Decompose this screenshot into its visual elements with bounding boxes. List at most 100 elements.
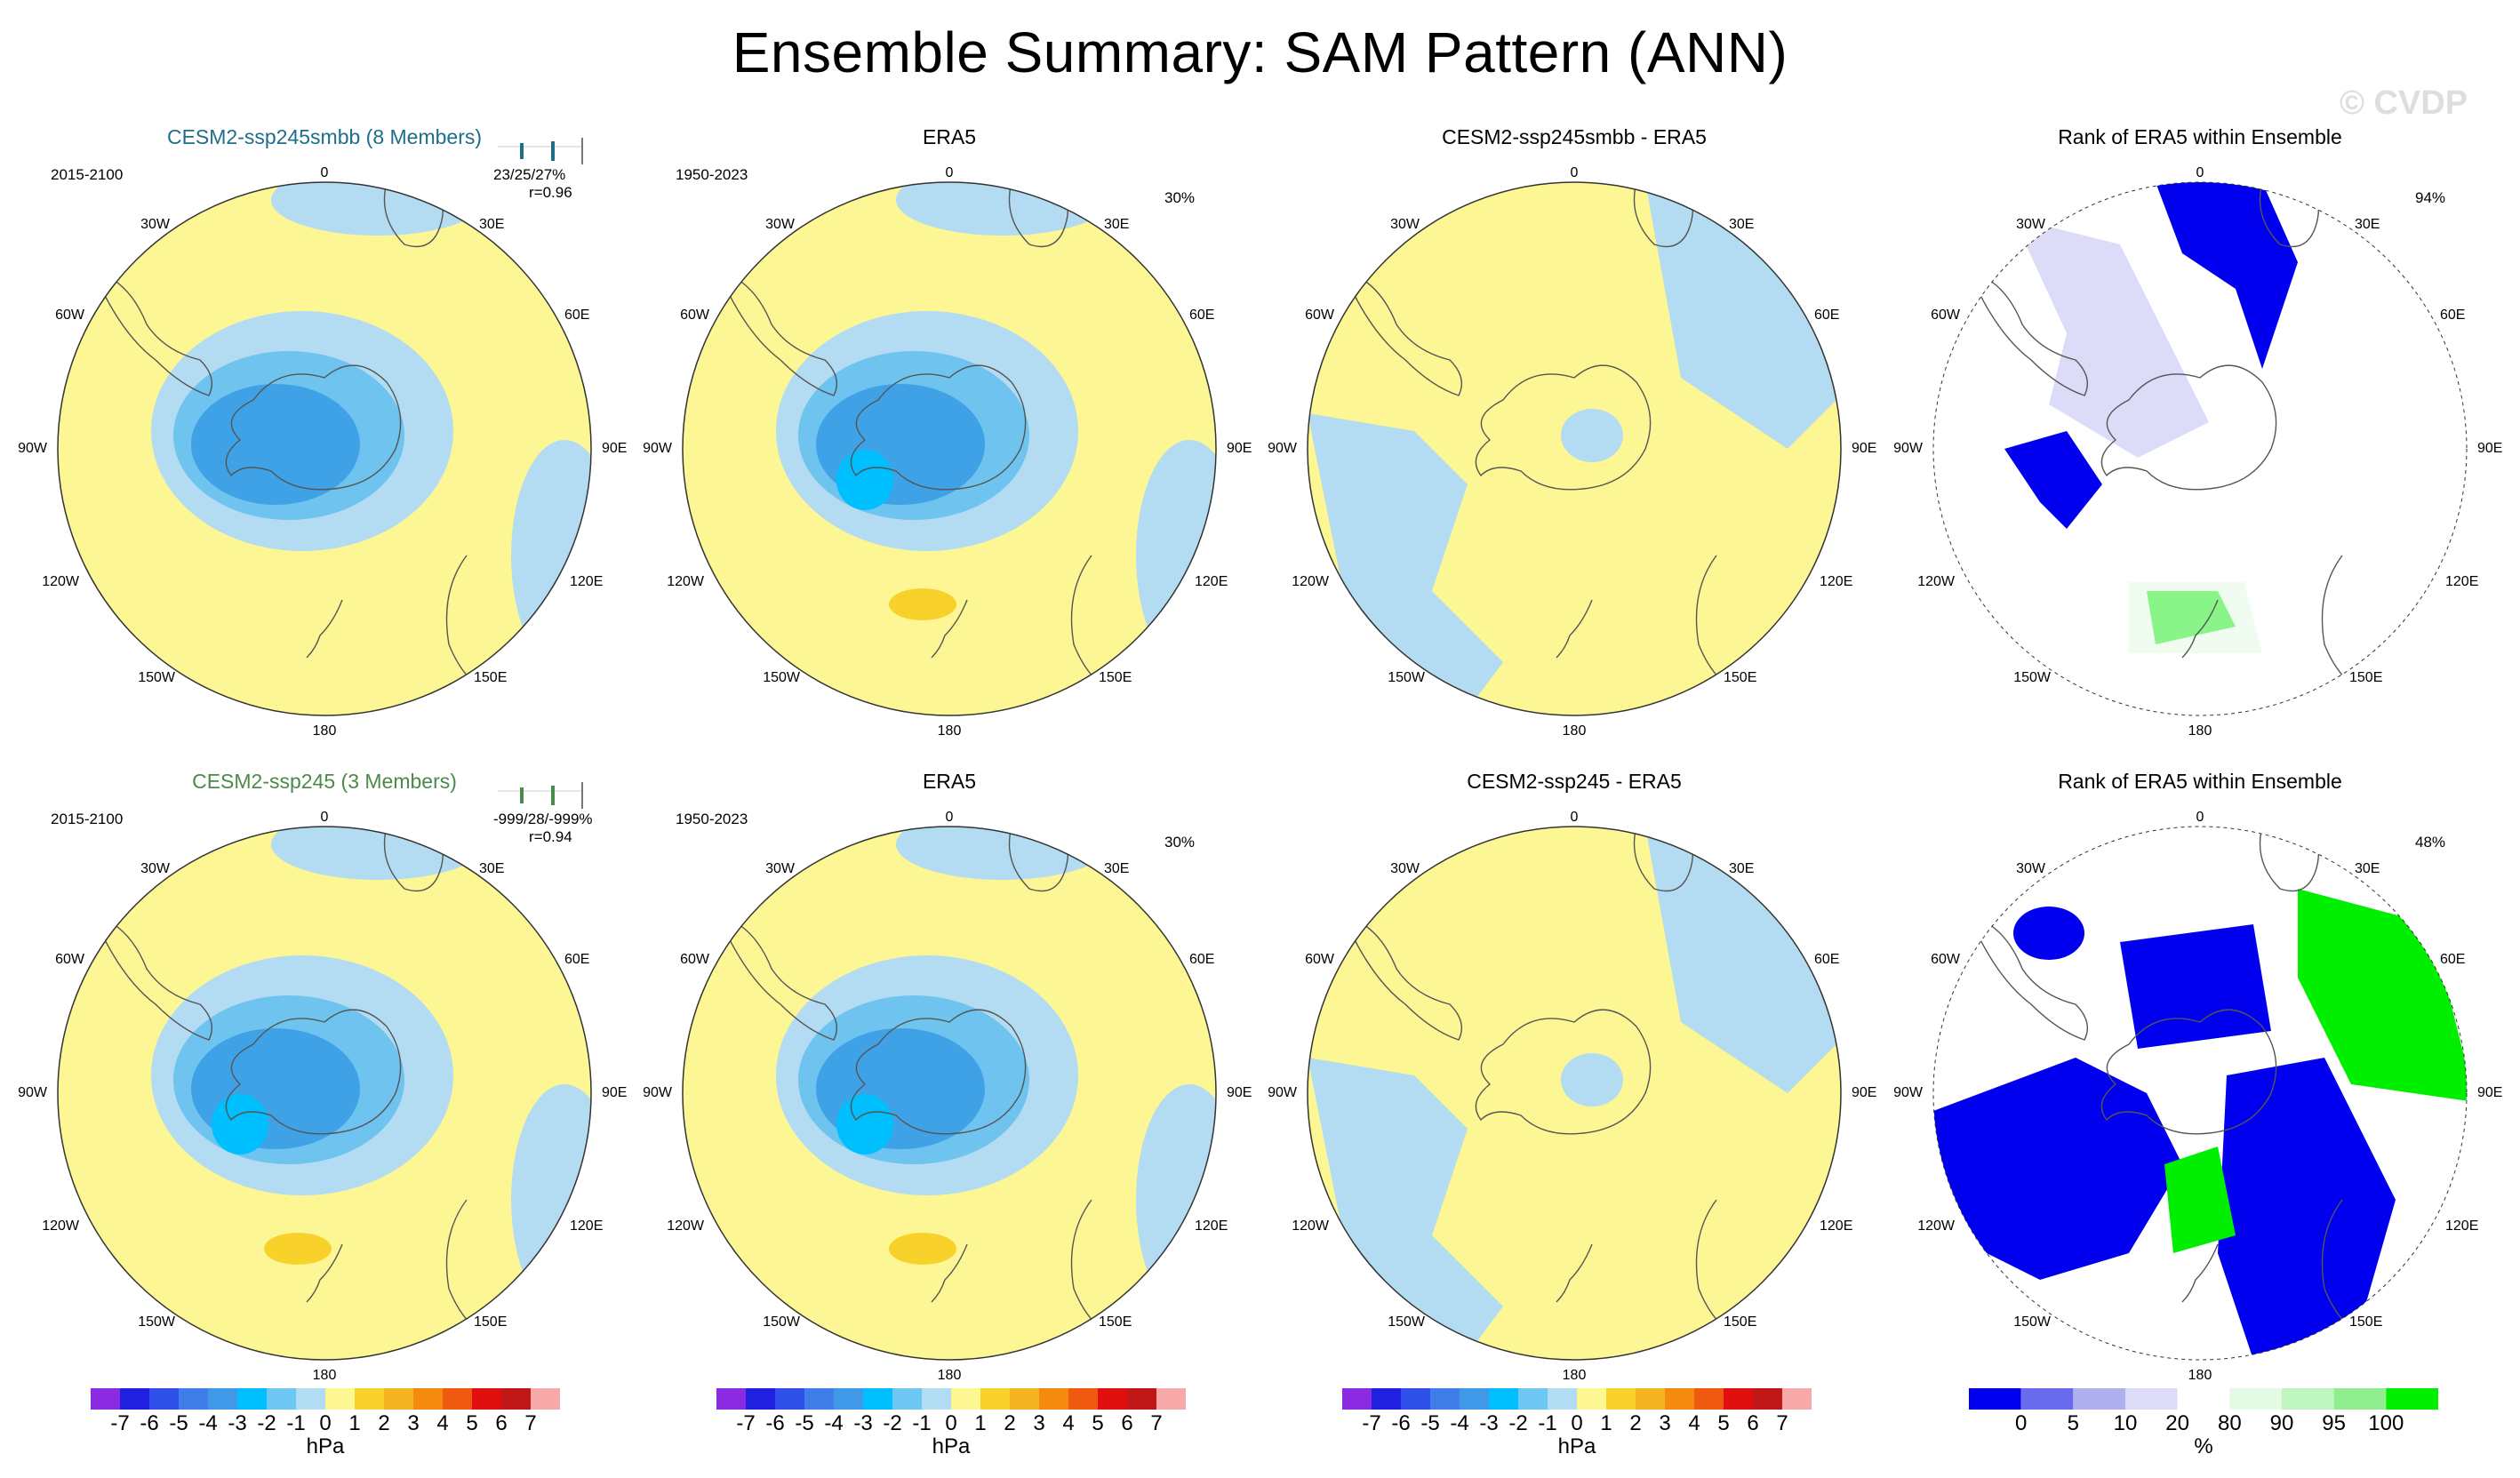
panel-r1-c4-title: Rank of ERA5 within Ensemble xyxy=(2058,125,2342,148)
colorbar-3-label-2: -5 xyxy=(1420,1411,1440,1435)
panel-r2-c2-title: ERA5 xyxy=(922,770,977,793)
panel-r1-c4-lon-top-right: 30E xyxy=(2355,217,2380,232)
panel-r2-c4-rank-low-region-3 xyxy=(2120,924,2271,1049)
panel-r1-c2-lon-top-right: 30E xyxy=(1104,217,1130,232)
panel-r1-c2-contour-4 xyxy=(836,450,893,510)
panel-r2-c3-lon-upper-right: 60E xyxy=(1814,952,1840,967)
panel-r2-c4-antarctica-coast xyxy=(2100,1009,2277,1135)
colorbar-2-label-10: 3 xyxy=(1033,1411,1045,1435)
panel-r2-c2-lon-upper-right: 60E xyxy=(1189,952,1215,967)
panel-r1-c2-antarctica-coast xyxy=(850,364,1027,491)
panel-r2-c2-lon-top-left: 30W xyxy=(765,861,795,876)
panel-r2-c1-lon-left: 90W xyxy=(18,1085,47,1100)
colorbar-4-swatch-1 xyxy=(2020,1388,2074,1410)
panel-r1-c4-lon-bottom-right: 150E xyxy=(2349,670,2383,685)
colorbar-3-swatch-0 xyxy=(1342,1388,1372,1410)
panel-r2-c1-lon-bottom-left: 150W xyxy=(138,1314,175,1330)
panel-r1-c3-boundary xyxy=(1307,181,1842,716)
panel-r1-c4-boundary xyxy=(1932,181,2468,716)
panel-r1-c4-lon-lower-left: 120W xyxy=(1917,574,1955,589)
panel-r2-c1-stats-line1: -999/28/-999% xyxy=(493,811,593,827)
panel-r1-c2-lon-bottom-right: 150E xyxy=(1099,670,1132,685)
colorbar-1 xyxy=(91,1388,560,1410)
panel-r2-c3-title: CESM2-ssp245 - ERA5 xyxy=(1467,770,1682,793)
panel-r1-c4-rank-low-region-2 xyxy=(2004,431,2102,529)
colorbar-2-label-11: 4 xyxy=(1062,1411,1075,1435)
colorbar-2-swatch-6 xyxy=(892,1388,922,1410)
panel-r2-c1-lon-bottom-right: 150E xyxy=(474,1314,508,1330)
panel-r1-c2-boundary xyxy=(682,181,1217,716)
colorbar-1-swatch-6 xyxy=(267,1388,296,1410)
panel-r2-c3-lon-lower-right: 120E xyxy=(1820,1218,1853,1234)
panel-r1-c4-new-zealand-coast xyxy=(2181,599,2219,659)
colorbar-3-swatch-1 xyxy=(1372,1388,1401,1410)
colorbar-1-swatch-7 xyxy=(296,1388,325,1410)
panel-r2-c1-lon-top-right: 30E xyxy=(479,861,505,876)
panel-r1-c1-period: 2015-2100 xyxy=(51,166,124,183)
panel-r1-c2-positive-region xyxy=(889,588,956,620)
colorbar-2-swatch-7 xyxy=(922,1388,951,1410)
panel-r2-c2-positive-region xyxy=(889,1233,956,1265)
colorbar-4-label-1: 5 xyxy=(2067,1411,2080,1435)
panel-r2-c1-south-america-coast xyxy=(92,914,212,1041)
panel-r2-c2-antarctica-coast xyxy=(850,1009,1027,1135)
panel-r1-c1-lon-lower-right: 120E xyxy=(570,574,604,589)
colorbar-3-label-1: -6 xyxy=(1391,1411,1411,1435)
colorbar-1-label-9: 2 xyxy=(378,1411,390,1435)
colorbar-2-label-0: -7 xyxy=(736,1411,756,1435)
colorbar-4-swatch-7 xyxy=(2333,1388,2387,1410)
panel-r1-c3-lon-top-left: 30W xyxy=(1390,217,1420,232)
panel-r1-c1-lon-left: 90W xyxy=(18,441,47,456)
panel-r1-c1-antarctica-coast xyxy=(225,364,402,491)
panel-r1-c2-lon-upper-left: 60W xyxy=(680,308,709,323)
colorbar-4-unit: % xyxy=(2194,1434,2213,1458)
panel-r1-c2-title: ERA5 xyxy=(922,125,977,148)
panel-r1-c1-title: CESM2-ssp245smbb (8 Members) xyxy=(166,125,483,148)
colorbar-3-label-11: 4 xyxy=(1688,1411,1700,1435)
panel-r1-c3-lon-bottom: 180 xyxy=(1562,723,1587,739)
colorbar-3-swatch-6 xyxy=(1518,1388,1548,1410)
colorbar-2-swatch-2 xyxy=(775,1388,804,1410)
panel-r2-c4-title: Rank of ERA5 within Ensemble xyxy=(2058,770,2342,793)
colorbar-3-swatch-15 xyxy=(1782,1388,1812,1410)
panel-r1-c2-lon-bottom: 180 xyxy=(937,723,962,739)
colorbar-3-label-13: 6 xyxy=(1747,1411,1759,1435)
panel-r2-c3-lon-top-right: 30E xyxy=(1729,861,1755,876)
panel-r2-c2-negative-edge-2 xyxy=(896,827,1109,880)
colorbar-1-label-0: -7 xyxy=(110,1411,130,1435)
colorbar-2-swatch-3 xyxy=(804,1388,834,1410)
panel-r1-c3-lon-bottom-left: 150W xyxy=(1388,670,1425,685)
panel-r2-c4-percent: 48% xyxy=(2415,834,2446,851)
colorbar-1-label-1: -6 xyxy=(140,1411,159,1435)
colorbar-4-label-0: 0 xyxy=(2014,1411,2028,1435)
colorbar-4-label-5: 90 xyxy=(2269,1411,2294,1435)
panel-r2-c1-negative-edge xyxy=(511,1084,591,1315)
colorbar-1-label-8: 1 xyxy=(348,1411,361,1435)
colorbar-2-label-3: -4 xyxy=(824,1411,844,1435)
panel-r2-c2-lon-lower-left: 120W xyxy=(667,1218,704,1234)
colorbar-3-label-10: 3 xyxy=(1659,1411,1671,1435)
panel-r1-c2-percent: 30% xyxy=(1164,189,1196,206)
panel-r2-c2-lon-bottom-right: 150E xyxy=(1099,1314,1132,1330)
colorbar-1-swatch-1 xyxy=(120,1388,149,1410)
figure-title: Ensemble Summary: SAM Pattern (ANN) xyxy=(732,20,1788,84)
cvdp-watermark: © CVDP xyxy=(2340,84,2468,122)
panel-r2-c3-boundary xyxy=(1307,826,1842,1361)
panel-r2-c3-south-america-coast xyxy=(1341,914,1462,1041)
panel-r1-c4-lon-upper-left: 60W xyxy=(1931,308,1960,323)
colorbar-2-swatch-5 xyxy=(863,1388,892,1410)
panel-r2-c2-lon-upper-left: 60W xyxy=(680,952,709,967)
colorbar-3-swatch-5 xyxy=(1489,1388,1518,1410)
panel-r2-c2-period: 1950-2023 xyxy=(676,811,748,827)
colorbar-3-label-8: 1 xyxy=(1600,1411,1612,1435)
panel-r1-c1-lon-upper-left: 60W xyxy=(55,308,84,323)
panel-r2-c4-lon-bottom-left: 150W xyxy=(2013,1314,2051,1330)
colorbar-3 xyxy=(1342,1388,1812,1410)
colorbar-3-swatch-11 xyxy=(1665,1388,1694,1410)
panel-r1-c1-contour-3 xyxy=(191,384,360,505)
colorbar-2-label-6: -1 xyxy=(912,1411,932,1435)
panel-r1-c4-lon-lower-right: 120E xyxy=(2445,574,2479,589)
panel-r1-c4 xyxy=(1932,181,2468,716)
colorbar-4-label-2: 10 xyxy=(2113,1411,2138,1435)
panel-r2-c2-lon-lower-right: 120E xyxy=(1195,1218,1228,1234)
